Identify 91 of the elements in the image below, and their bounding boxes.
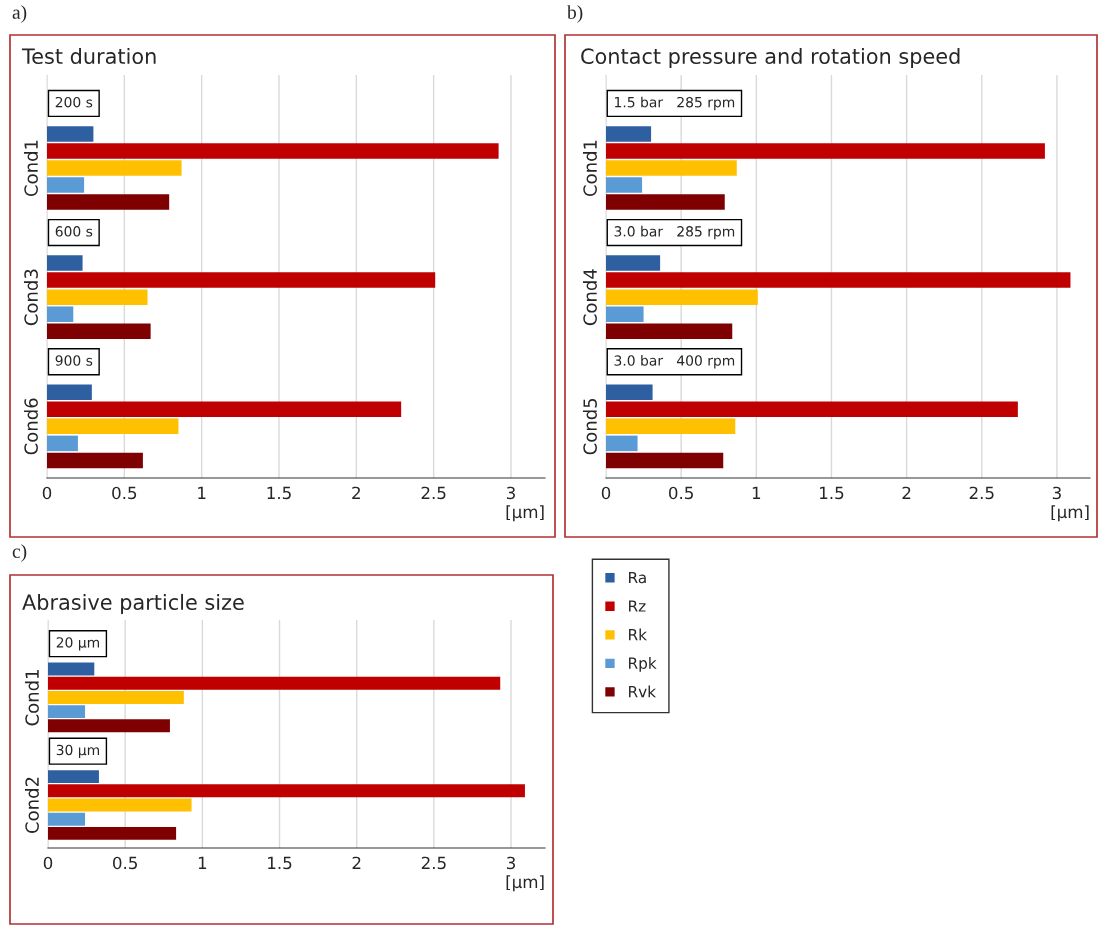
bar	[47, 306, 74, 322]
bar	[47, 194, 170, 210]
bar	[47, 435, 78, 452]
bar	[606, 289, 758, 305]
bar	[48, 784, 525, 798]
legend-label: Rpk	[629, 657, 657, 672]
bar	[48, 798, 192, 812]
x-tick-label: 0	[43, 856, 53, 870]
bar	[48, 826, 177, 840]
y-tick-label: Cond1	[24, 670, 39, 726]
bar	[48, 719, 170, 733]
x-tick-label: 3	[507, 856, 516, 870]
bar	[47, 384, 92, 400]
bar	[48, 676, 501, 690]
bar	[48, 770, 99, 784]
bar	[606, 272, 1071, 288]
legend-label: Rz	[629, 600, 646, 612]
legend-label: Ra	[629, 571, 646, 584]
bar	[47, 126, 94, 142]
bar	[606, 384, 653, 400]
chart-title: Test duration	[21, 47, 156, 65]
bar	[47, 418, 179, 435]
bar	[606, 194, 725, 210]
annotation: 900 s	[55, 355, 93, 366]
y-tick-label: Cond4	[582, 269, 597, 326]
annotation: 1.5 bar 285 rpm	[615, 96, 735, 111]
bar	[47, 255, 83, 271]
bar	[606, 143, 1045, 159]
bar	[47, 401, 402, 418]
annotation: 3.0 bar 400 rpm	[614, 355, 735, 369]
x-tick-label: 0.5	[669, 486, 693, 500]
bar	[47, 323, 151, 340]
x-tick-label: 2	[352, 486, 360, 499]
chart-title: Abrasive particle size	[22, 593, 244, 615]
y-tick-label: Cond6	[23, 398, 38, 455]
legend-label: Rk	[629, 628, 647, 641]
x-tick-label: 1.5	[268, 856, 292, 870]
bar	[47, 143, 499, 159]
x-tick-label: 0.5	[112, 486, 137, 500]
bar	[47, 289, 148, 305]
bar	[606, 323, 733, 340]
bar	[606, 452, 724, 469]
x-tick-label: 1	[198, 856, 207, 869]
bar	[47, 452, 143, 469]
bar	[48, 812, 86, 826]
x-tick-label: 1	[752, 486, 761, 499]
bar	[606, 255, 661, 271]
x-tick-label: 2	[902, 486, 911, 499]
x-tick-label: 1	[198, 486, 206, 499]
x-tick-label: 2.5	[421, 486, 446, 500]
annotation: 20 μm	[56, 637, 99, 651]
bar	[47, 177, 85, 193]
x-tick-label: 0.5	[113, 856, 137, 870]
bar	[606, 435, 638, 452]
y-tick-label: Cond2	[24, 777, 39, 833]
y-tick-label: Cond3	[23, 269, 38, 326]
bar	[48, 705, 86, 719]
text: c)	[12, 544, 27, 562]
x-axis-title: [μm]	[506, 505, 544, 522]
annotation: 600 s	[55, 226, 93, 237]
bar	[48, 690, 184, 704]
bar	[606, 401, 1018, 418]
bar	[606, 160, 737, 176]
x-tick-label: 2	[352, 856, 361, 869]
bar	[606, 126, 652, 142]
x-tick-label: 2.5	[421, 856, 446, 870]
annotation: 200 s	[55, 96, 93, 108]
bar	[606, 177, 643, 193]
x-tick-label: 0	[601, 486, 611, 500]
y-tick-label: Cond1	[582, 140, 597, 197]
annotation: 3.0 bar 285 rpm	[614, 225, 735, 240]
legend-label: Rvk	[629, 685, 656, 698]
text: a)	[12, 5, 27, 23]
x-tick-label: 1.5	[267, 486, 291, 500]
x-tick-label: 2.5	[969, 486, 994, 500]
chart-title: Contact pressure and rotation speed	[581, 47, 960, 69]
bar	[606, 418, 736, 435]
x-axis-title: [μm]	[506, 875, 544, 892]
x-axis-title: [μm]	[1051, 505, 1089, 522]
bar	[47, 272, 436, 288]
bar	[48, 662, 95, 676]
y-tick-label: Cond1	[23, 140, 38, 197]
text: b)	[567, 5, 583, 23]
bar	[47, 160, 182, 176]
bar	[606, 306, 644, 322]
annotation: 30 μm	[56, 744, 99, 758]
x-tick-label: 1.5	[820, 486, 844, 500]
x-tick-label: 0	[42, 486, 52, 500]
y-tick-label: Cond5	[582, 398, 597, 455]
x-tick-label: 3	[1052, 486, 1061, 500]
x-tick-label: 3	[506, 486, 515, 500]
